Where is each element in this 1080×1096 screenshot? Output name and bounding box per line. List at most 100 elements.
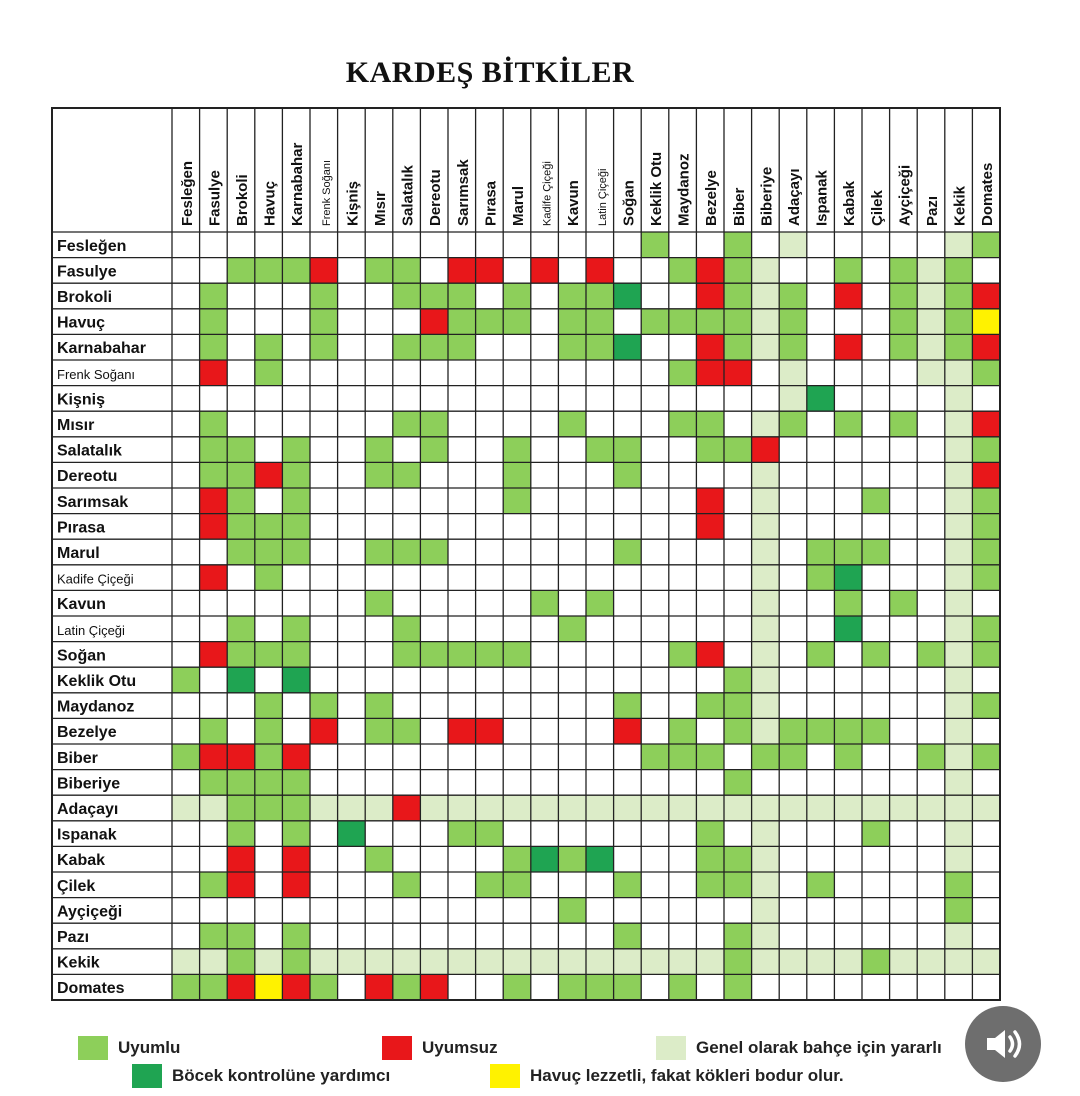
grid-cell (337, 948, 366, 975)
grid-cell (530, 769, 559, 796)
grid-cell (696, 974, 724, 1000)
grid-cell (475, 744, 504, 770)
grid-cell (310, 436, 338, 463)
grid-cell (392, 462, 421, 488)
grid-cell (392, 539, 421, 565)
grid-cell (944, 462, 973, 488)
grid-cell (972, 334, 1000, 360)
grid-cell (227, 820, 255, 847)
grid-cell (586, 590, 614, 616)
grid-cell (641, 948, 669, 975)
sound-button[interactable] (965, 1006, 1041, 1082)
grid-cell (365, 974, 393, 1000)
grid-cell (806, 872, 835, 898)
grid-cell (392, 411, 421, 437)
grid-cell (254, 488, 283, 514)
grid-cell (199, 692, 228, 719)
grid-cell (337, 718, 366, 744)
grid-cell (834, 308, 862, 335)
grid-cell (392, 769, 421, 796)
row-label-frenk-so-an: Frenk Soğanı (57, 367, 135, 382)
grid-cell (696, 308, 724, 335)
grid-cell (751, 616, 780, 642)
grid-cell (254, 923, 283, 949)
grid-cell (337, 334, 366, 360)
grid-cell (779, 590, 807, 616)
grid-cell (779, 795, 807, 821)
grid-cell (779, 564, 807, 591)
grid-cell (779, 769, 807, 796)
row-label-fasulye: Fasulye (57, 263, 117, 280)
grid-cell (337, 897, 366, 924)
column-header-latin-i-e-i: Latin Çiçeği (597, 169, 609, 226)
grid-cell (613, 769, 642, 796)
row-label-m-s-r: Mısır (57, 417, 94, 434)
grid-cell (696, 923, 724, 949)
grid-cell (530, 257, 559, 284)
grid-cell (227, 257, 255, 284)
grid-cell (586, 462, 614, 488)
grid-cell (641, 692, 669, 719)
grid-cell (751, 385, 780, 412)
grid-cell (392, 641, 421, 668)
grid-cell (227, 718, 255, 744)
grid-cell (420, 513, 448, 540)
grid-cell (889, 667, 918, 693)
grid-cell (641, 872, 669, 898)
chart-title: KARDEŞ BİTKİLER (345, 56, 635, 89)
grid-cell (696, 257, 724, 284)
grid-cell (530, 564, 559, 591)
grid-cell (972, 616, 1000, 642)
grid-cell (889, 385, 918, 412)
grid-cell (558, 923, 586, 949)
grid-cell (420, 846, 448, 872)
grid-cell (641, 411, 669, 437)
grid-cell (696, 539, 724, 565)
grid-cell (889, 488, 918, 514)
column-header-salatal-k: Salatalık (400, 164, 417, 226)
grid-cell (254, 590, 283, 616)
grid-cell (779, 974, 807, 1000)
grid-cell (779, 948, 807, 975)
grid-cell (530, 488, 559, 514)
grid-cell (282, 872, 310, 898)
grid-cell (365, 232, 393, 258)
grid-cell (199, 564, 228, 591)
grid-cell (254, 334, 283, 360)
grid-cell (586, 360, 614, 386)
row-label-biberiye: Biberiye (57, 775, 120, 792)
grid-cell (475, 718, 504, 744)
grid-cell (806, 385, 835, 412)
grid-cell (172, 974, 200, 1000)
grid-cell (751, 795, 780, 821)
grid-cell (172, 846, 200, 872)
grid-cell (641, 308, 669, 335)
grid-cell (917, 948, 945, 975)
grid-cell (199, 411, 228, 437)
grid-cell (172, 334, 200, 360)
grid-cell (199, 923, 228, 949)
grid-cell (862, 692, 890, 719)
grid-cell (668, 616, 697, 642)
grid-cell (724, 385, 752, 412)
grid-cell (282, 718, 310, 744)
grid-cell (834, 795, 862, 821)
grid-cell (834, 436, 862, 463)
grid-cell (586, 795, 614, 821)
grid-cell (392, 667, 421, 693)
grid-cell (917, 641, 945, 668)
grid-cell (917, 667, 945, 693)
grid-cell (586, 820, 614, 847)
grid-cell (724, 974, 752, 1000)
grid-cell (310, 257, 338, 284)
grid-cell (972, 513, 1000, 540)
grid-cell (282, 385, 310, 412)
grid-cell (420, 411, 448, 437)
grid-cell (917, 436, 945, 463)
grid-cell (834, 385, 862, 412)
grid-cell (944, 232, 973, 258)
grid-cell (779, 232, 807, 258)
grid-cell (503, 948, 531, 975)
grid-cell (310, 897, 338, 924)
grid-cell (448, 232, 476, 258)
